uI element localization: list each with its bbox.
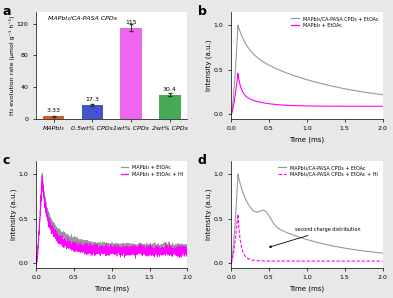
Text: 115: 115 <box>125 20 137 25</box>
X-axis label: Time (ms): Time (ms) <box>289 137 324 143</box>
Bar <box>43 116 64 119</box>
Y-axis label: Intensity (a.u.): Intensity (a.u.) <box>206 189 212 240</box>
Text: d: d <box>198 154 207 167</box>
Bar <box>82 105 103 119</box>
Legend: MAPbI₃/CA-PASA CPDs + EtOAc, MAPbI₃/CA-PASA CPDs + EtOAc + HI: MAPbI₃/CA-PASA CPDs + EtOAc, MAPbI₃/CA-P… <box>275 163 380 179</box>
Text: 3.33: 3.33 <box>46 108 61 113</box>
Y-axis label: Intensity (a.u.): Intensity (a.u.) <box>11 189 17 240</box>
Text: c: c <box>3 154 10 167</box>
Text: b: b <box>198 5 207 18</box>
Text: 30.4: 30.4 <box>163 87 177 92</box>
Legend: MAPbI₃ + EtOAc, MAPbI₃ + EtOAc + HI: MAPbI₃ + EtOAc, MAPbI₃ + EtOAc + HI <box>119 163 185 179</box>
Text: 17.3: 17.3 <box>85 97 99 102</box>
Text: a: a <box>3 5 11 18</box>
X-axis label: Time (ms): Time (ms) <box>289 286 324 292</box>
Bar <box>159 95 180 119</box>
Y-axis label: H₂ evolution rate (μmol g⁻¹ h⁻¹): H₂ evolution rate (μmol g⁻¹ h⁻¹) <box>9 15 15 115</box>
Legend: MAPbI₃/CA-PASA CPDs + EtOAc, MAPbI₃ + EtOAc: MAPbI₃/CA-PASA CPDs + EtOAc, MAPbI₃ + Et… <box>290 14 380 30</box>
Text: second charge distribution: second charge distribution <box>270 227 361 247</box>
Text: MAPbI₃/CA-PASA CPDs: MAPbI₃/CA-PASA CPDs <box>48 15 117 20</box>
Y-axis label: Intensity (a.u.): Intensity (a.u.) <box>206 40 212 91</box>
X-axis label: Time (ms): Time (ms) <box>94 286 129 292</box>
Bar <box>120 28 142 119</box>
